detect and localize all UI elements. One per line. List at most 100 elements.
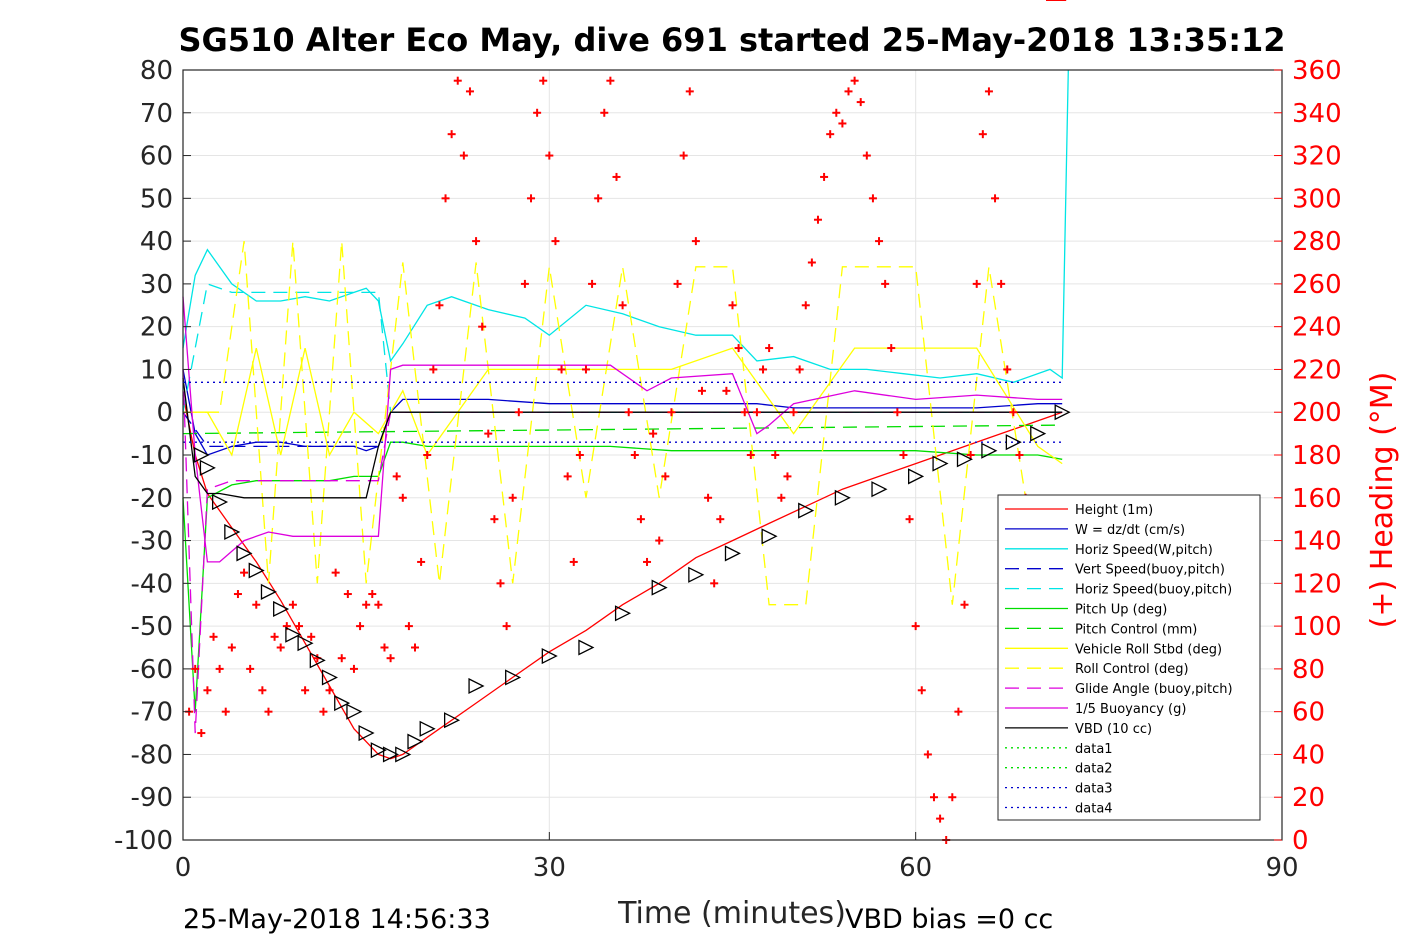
heading-point [288, 600, 297, 609]
legend-label-15: data4 [1075, 802, 1113, 817]
heading-point [533, 108, 542, 117]
depth-marker [346, 703, 363, 720]
right-tick-label-2: 320 [1292, 142, 1342, 172]
series-line-6 [182, 424, 1063, 435]
x-tick-label-0: 0 [175, 853, 192, 883]
depth-marker [419, 720, 436, 737]
right-tick-label-4: 280 [1292, 227, 1342, 257]
depth-marker [1054, 404, 1071, 421]
depth-marker [505, 669, 522, 686]
heading-point [551, 237, 560, 246]
right-tick-label-12: 120 [1292, 569, 1342, 599]
heading-point [472, 237, 481, 246]
legend-label-14: data3 [1075, 782, 1113, 797]
heading-point [905, 515, 914, 524]
heading-point [404, 622, 413, 631]
depth-marker [321, 669, 338, 686]
heading-point [301, 686, 310, 695]
heading-point [850, 76, 859, 85]
heading-point [887, 344, 896, 353]
heading-point [215, 664, 224, 673]
depth-marker [468, 677, 485, 695]
left-tick-label-14: -60 [131, 655, 173, 685]
heading-point [380, 643, 389, 652]
heading-point [209, 632, 218, 641]
right-tick-label-9: 180 [1292, 441, 1342, 471]
depth-marker [370, 742, 387, 759]
heading-point [252, 600, 261, 609]
series-line-5 [182, 441, 1063, 712]
heading-point [221, 707, 230, 716]
heading-point [862, 151, 871, 160]
heading-point [917, 686, 926, 695]
heading-point [881, 279, 890, 288]
legend-label-3: Vert Speed(buoy,pitch) [1075, 563, 1225, 578]
heading-point [667, 408, 676, 417]
right-tick-label-5: 260 [1292, 270, 1342, 300]
heading-point [807, 258, 816, 267]
heading-point [411, 643, 420, 652]
heading-point [649, 429, 658, 438]
heading-point [795, 365, 804, 374]
heading-point [984, 87, 993, 96]
legend-label-6: Pitch Control (mm) [1075, 622, 1197, 637]
heading-point [960, 600, 969, 609]
heading-point [643, 557, 652, 566]
depth-marker [541, 648, 558, 665]
x-axis-label: Time (minutes) [617, 896, 846, 931]
right-tick-label-0: 360 [1292, 56, 1342, 86]
heading-point [1009, 408, 1018, 417]
heading-point [893, 408, 902, 417]
left-tick-label-7: 10 [140, 355, 173, 385]
depth-marker [578, 639, 595, 656]
right-tick-label-6: 240 [1292, 313, 1342, 343]
heading-point [270, 632, 279, 641]
heading-point [386, 654, 395, 663]
heading-point [600, 108, 609, 117]
depth-marker [334, 695, 351, 712]
heading-point [240, 568, 249, 577]
heading-point [710, 579, 719, 588]
heading-point [502, 622, 511, 631]
left-tick-label-8: 0 [156, 398, 173, 428]
heading-point [307, 632, 316, 641]
depth-marker [382, 746, 400, 763]
heading-point [527, 194, 536, 203]
heading-point [490, 515, 499, 524]
footer-vbd-bias: VBD bias =0 cc [845, 904, 1053, 935]
heading-point [771, 451, 780, 459]
left-tick-label-1: 70 [140, 99, 173, 129]
heading-point [453, 76, 462, 85]
depth-marker [199, 459, 216, 476]
heading-point [734, 344, 743, 353]
left-tick-label-9: -10 [131, 441, 173, 471]
heading-point [929, 793, 938, 802]
legend-label-0: Height (1m) [1075, 503, 1153, 518]
heading-point [594, 194, 603, 203]
heading-point [356, 622, 365, 631]
heading-point [936, 814, 945, 823]
left-tick-label-3: 50 [140, 184, 173, 214]
heading-point [826, 130, 835, 139]
depth-marker [614, 605, 632, 622]
right-tick-label-3: 300 [1292, 184, 1342, 214]
heading-point [789, 408, 798, 417]
left-tick-label-16: -80 [131, 740, 173, 770]
right-axis-label: (+) Heading (°M) [1365, 372, 1400, 629]
series-line-1 [182, 369, 1063, 456]
heading-point [899, 451, 908, 459]
right-tick-label-18: 0 [1292, 826, 1309, 856]
legend-label-9: Glide Angle (buoy,pitch) [1075, 682, 1233, 697]
depth-marker [1030, 425, 1047, 442]
heading-point [465, 87, 474, 96]
right-tick-label-14: 80 [1292, 655, 1325, 685]
depth-marker [285, 626, 302, 643]
depth-marker [193, 446, 210, 464]
legend-label-10: 1/5 Buoyancy (g) [1075, 702, 1186, 717]
left-tick-label-5: 30 [140, 270, 173, 300]
heading-point [685, 87, 694, 96]
heading-point [691, 237, 700, 246]
depth-marker [260, 583, 277, 600]
left-tick-label-12: -40 [131, 569, 173, 599]
